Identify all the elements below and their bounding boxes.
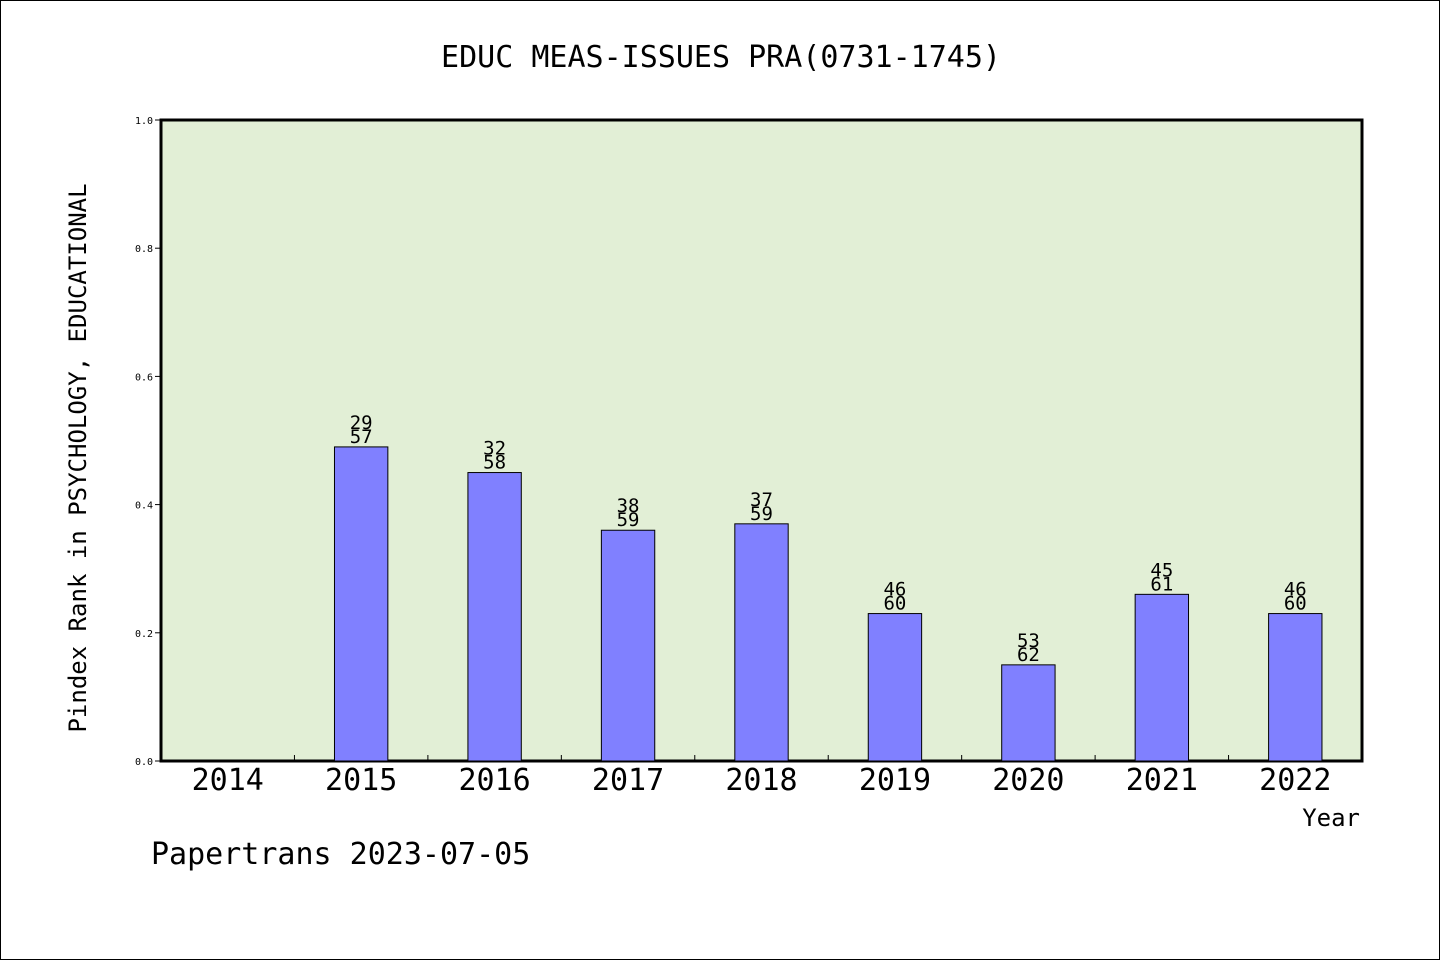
x-tick-label: 2020 <box>992 763 1064 798</box>
bar-label-bottom: 61 <box>1150 573 1173 595</box>
bar <box>1134 593 1190 762</box>
bar-label-top: 38 <box>617 495 640 517</box>
y-tick-label: 0.8 <box>135 244 153 255</box>
bar-label-bottom: 60 <box>883 593 906 615</box>
bar-label-top: 37 <box>750 489 773 511</box>
x-tick-label: 2017 <box>592 763 664 798</box>
bar-label-bottom: 58 <box>483 452 506 474</box>
y-axis-label: Pindex Rank in PSYCHOLOGY, EDUCATIONAL <box>64 183 92 732</box>
bar <box>467 472 522 762</box>
x-tick-label: 2015 <box>325 763 397 798</box>
bar-label-bottom: 57 <box>350 426 373 448</box>
bar <box>333 446 389 762</box>
x-tick-label: 2018 <box>725 763 797 798</box>
bar <box>734 523 789 762</box>
x-tick-label: 2014 <box>192 763 264 798</box>
x-axis: 2014 2015 2016 2017 2018 2019 2020 2021 2022 <box>192 755 1331 798</box>
y-tick-label: 0.6 <box>135 372 153 383</box>
chart-title: EDUC MEAS-ISSUES PRA(0731-1745) <box>441 40 1001 75</box>
y-tick-label: 0.0 <box>135 757 153 768</box>
x-tick-label: 2016 <box>458 763 530 798</box>
y-tick-label: 1.0 <box>135 116 153 127</box>
y-tick-label: 0.4 <box>135 501 153 512</box>
bar-label-bottom: 62 <box>1017 644 1040 666</box>
bar-label-top: 46 <box>883 579 906 601</box>
bar-label-bottom: 60 <box>1284 593 1307 615</box>
y-axis: 0.0 0.2 0.4 0.6 0.8 1.0 <box>135 116 161 768</box>
x-tick-label: 2022 <box>1259 763 1331 798</box>
x-tick-label: 2021 <box>1126 763 1198 798</box>
bar <box>600 529 656 762</box>
bar <box>1001 664 1056 762</box>
bar <box>867 613 923 762</box>
bar-label-top: 46 <box>1284 579 1307 601</box>
bar-label-top: 29 <box>350 412 373 434</box>
x-tick-label: 2019 <box>859 763 931 798</box>
bar-label-top: 45 <box>1150 559 1173 581</box>
x-axis-label: Year <box>1302 804 1360 832</box>
y-tick-label: 0.2 <box>135 629 153 640</box>
bar <box>1268 613 1323 762</box>
footer-text: Papertrans 2023-07-05 <box>151 837 530 872</box>
bar-label-top: 32 <box>483 438 506 460</box>
bar-label-bottom: 59 <box>750 503 773 525</box>
bar-series <box>333 446 1323 762</box>
bar-label-top: 53 <box>1017 630 1040 652</box>
bar-label-bottom: 59 <box>617 509 640 531</box>
